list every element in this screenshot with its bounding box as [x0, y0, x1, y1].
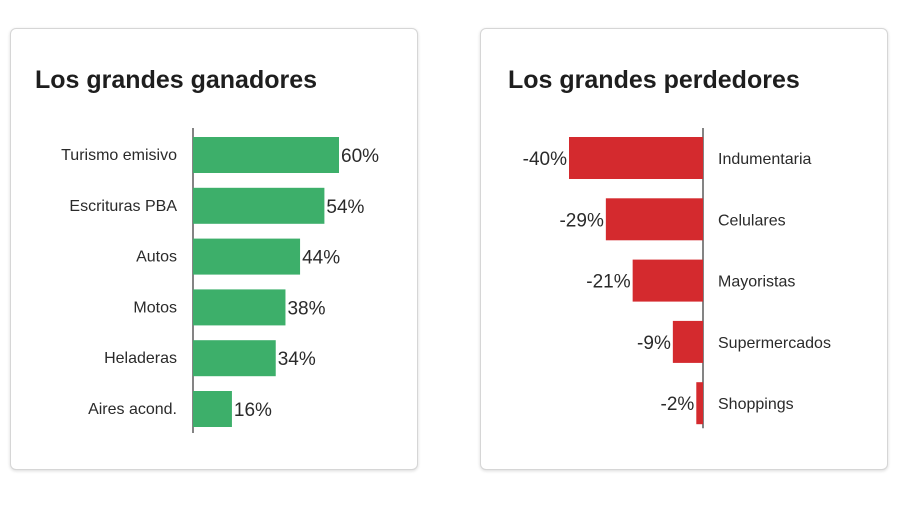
losers-bar-4 [696, 382, 703, 425]
winners-category-label-1: Escrituras PBA [69, 198, 177, 215]
losers-value-label-0: -40% [523, 149, 567, 170]
winners-value-label-3: 38% [287, 298, 325, 319]
winners-bar-1 [193, 187, 325, 224]
winners-value-label-0: 60% [341, 146, 379, 167]
losers-category-label-2: Mayoristas [718, 274, 795, 291]
winners-category-label-2: Autos [136, 249, 177, 266]
losers-category-label-3: Supermercados [718, 335, 831, 352]
winners-bar-5 [193, 391, 232, 427]
winners-bar-3 [193, 289, 286, 326]
winners-bar-2 [193, 238, 301, 275]
winners-chart-title: Los grandes ganadores [35, 66, 318, 94]
winners-value-label-4: 34% [278, 349, 316, 370]
winners-value-label-5: 16% [234, 400, 272, 421]
losers-bar-3 [672, 320, 703, 363]
losers-category-label-0: Indumentaria [718, 151, 811, 168]
losers-value-label-2: -21% [586, 272, 630, 293]
winners-bar-4 [193, 340, 276, 377]
losers-value-label-1: -29% [559, 210, 603, 231]
losers-bar-2 [632, 259, 703, 302]
winners-value-label-2: 44% [302, 248, 340, 269]
winners-category-label-3: Motos [133, 299, 177, 316]
losers-value-label-4: -2% [661, 394, 695, 415]
losers-category-label-4: Shoppings [718, 396, 794, 413]
losers-bar-0 [569, 137, 703, 179]
losers-value-label-3: -9% [637, 333, 671, 354]
losers-chart-title: Los grandes perdedores [508, 66, 800, 94]
winners-bar-0 [193, 137, 339, 173]
winners-value-label-1: 54% [326, 197, 364, 218]
winners-category-label-5: Aires acond. [88, 401, 177, 418]
winners-category-label-0: Turismo emisivo [61, 147, 177, 164]
losers-bar-1 [605, 198, 703, 241]
losers-card [480, 28, 888, 470]
winners-category-label-4: Heladeras [104, 350, 177, 367]
losers-category-label-1: Celulares [718, 212, 786, 229]
